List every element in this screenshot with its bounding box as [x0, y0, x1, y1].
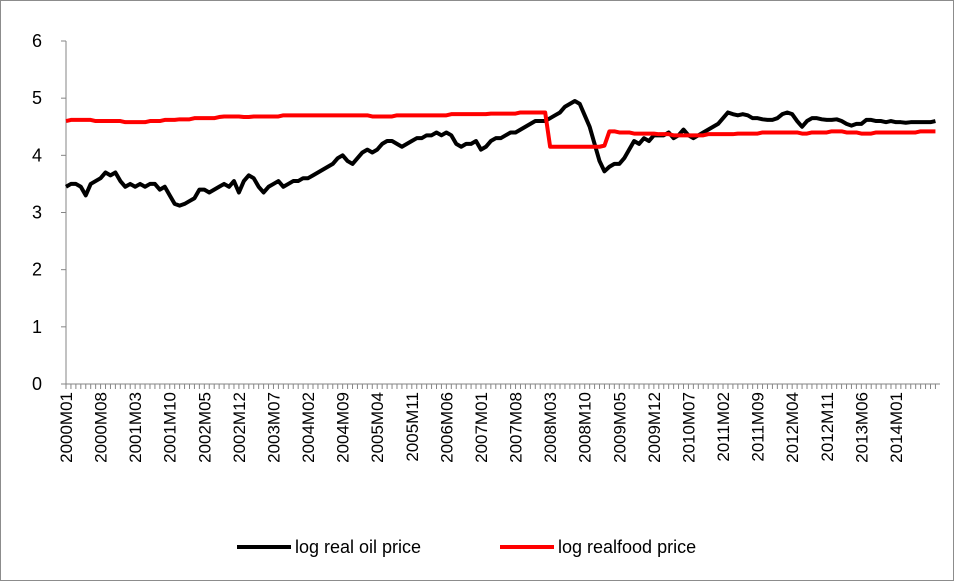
legend-label: log realfood price: [558, 537, 696, 557]
x-tick-label: 2001M10: [161, 392, 180, 463]
x-tick-label: 2012M11: [818, 392, 837, 462]
x-tick-label: 2000M01: [57, 392, 76, 463]
x-tick-label: 2012M04: [783, 392, 802, 463]
y-tick-label: 1: [32, 317, 42, 337]
x-tick-label: 2005M11: [403, 392, 422, 462]
x-tick-label: 2008M03: [541, 392, 560, 463]
x-tick-label: 2004M09: [334, 392, 353, 463]
legend-label: log real oil price: [295, 537, 421, 557]
series-line: [65, 99, 936, 208]
x-tick-label: 2005M04: [368, 392, 387, 463]
x-tick-label: 2013M06: [852, 392, 871, 463]
x-tick-label: 2002M05: [195, 392, 214, 463]
x-tick-label: 2007M01: [472, 392, 491, 463]
x-tick-label: 2010M07: [679, 392, 698, 463]
y-tick-label: 6: [32, 31, 42, 51]
series-line: [65, 110, 936, 149]
y-tick-label: 4: [32, 145, 42, 165]
x-tick-label: 2011M09: [749, 392, 768, 462]
x-tick-label: 2014M01: [887, 392, 906, 463]
x-tick-label: 2006M06: [437, 392, 456, 463]
y-tick-label: 2: [32, 260, 42, 280]
y-tick-label: 3: [32, 203, 42, 223]
x-tick-label: 2011M02: [714, 392, 733, 462]
x-tick-label: 2007M08: [507, 392, 526, 463]
x-tick-label: 2008M10: [576, 392, 595, 463]
x-tick-label: 2003M07: [264, 392, 283, 463]
x-tick-label: 2004M02: [299, 392, 318, 463]
x-tick-label: 2009M12: [645, 392, 664, 463]
y-tick-label: 5: [32, 88, 42, 108]
x-tick-label: 2002M12: [230, 392, 249, 463]
x-tick-label: 2001M03: [126, 392, 145, 463]
x-tick-label: 2009M05: [610, 392, 629, 463]
y-tick-label: 0: [32, 374, 42, 394]
x-tick-label: 2000M08: [92, 392, 111, 463]
